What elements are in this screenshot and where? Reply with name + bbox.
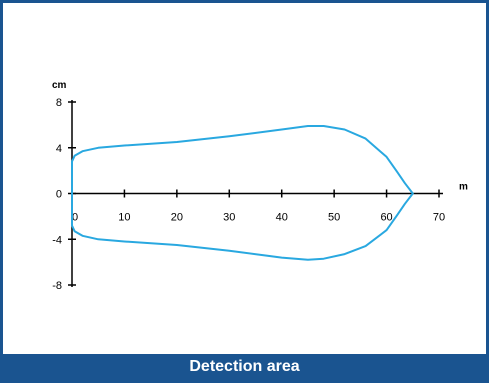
x-tick-label: 30 [223,212,235,224]
chart-caption: Detection area [3,354,486,380]
detection-area-curve [71,125,414,261]
x-tick-label: 0 [72,212,78,224]
axis-ticks: 840-4-80 10 20 30 40 50 60 70 [52,97,445,292]
x-tick-label: 60 [380,212,392,224]
x-axis-label: m [459,182,468,193]
x-tick-label: 10 [118,212,130,224]
y-tick-label: 4 [56,143,62,155]
y-tick-label: -4 [52,234,62,246]
y-tick-label: 0 [56,189,62,201]
x-tick-label: 20 [171,212,183,224]
y-tick-label: 8 [56,97,62,109]
x-tick-label: 70 [433,212,445,224]
y-axis-label: cm [52,80,67,91]
y-tick-label: -8 [52,280,62,292]
x-tick-label: 50 [328,212,340,224]
y-axis: cm [52,80,73,287]
x-axis: m [72,182,468,195]
detection-area-chart: cm m 840-4-80 10 20 30 40 50 60 70 [52,80,468,292]
x-tick-label: 40 [276,212,288,224]
